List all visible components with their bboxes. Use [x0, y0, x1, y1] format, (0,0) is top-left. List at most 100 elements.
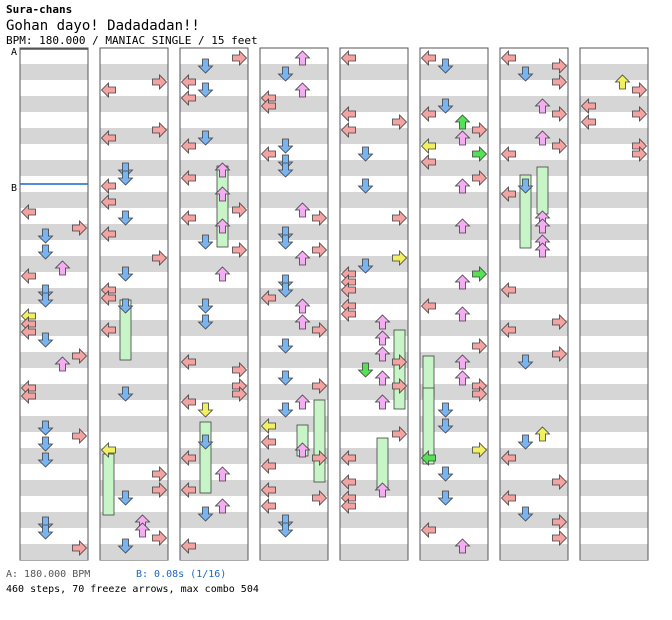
- beat-stripe: [100, 352, 168, 368]
- beat-stripe: [100, 192, 168, 208]
- down-arrow: [277, 138, 294, 154]
- right-arrow: [392, 210, 408, 226]
- left-arrow: [420, 298, 436, 314]
- beat-stripe: [500, 128, 568, 144]
- left-arrow: [340, 282, 356, 298]
- up-arrow: [534, 218, 551, 234]
- beat-stripe: [420, 96, 488, 112]
- beat-stripe: [420, 512, 488, 528]
- left-arrow: [180, 90, 196, 106]
- beat-stripe: [580, 288, 648, 304]
- beat-stripe: [500, 416, 568, 432]
- beat-stripe: [20, 352, 88, 368]
- chart-author: Sura-chans: [6, 3, 73, 16]
- up-arrow: [54, 260, 71, 276]
- beat-stripe: [580, 320, 648, 336]
- beat-stripe: [500, 448, 568, 464]
- up-arrow: [294, 298, 311, 314]
- down-arrow: [197, 434, 214, 450]
- right-arrow: [232, 50, 248, 66]
- beat-stripe: [340, 384, 408, 400]
- beat-stripe: [260, 320, 328, 336]
- down-arrow: [197, 82, 214, 98]
- left-arrow: [20, 324, 36, 340]
- beat-stripe: [20, 256, 88, 272]
- beat-stripe: [580, 352, 648, 368]
- beat-stripe: [420, 256, 488, 272]
- down-arrow: [357, 178, 374, 194]
- up-arrow: [374, 370, 391, 386]
- right-arrow: [312, 490, 328, 506]
- up-arrow: [294, 314, 311, 330]
- right-arrow: [72, 220, 88, 236]
- left-arrow: [260, 98, 276, 114]
- up-arrow: [374, 314, 391, 330]
- freeze-arrow: [102, 453, 115, 516]
- left-arrow: [180, 538, 196, 554]
- beat-stripe: [100, 320, 168, 336]
- right-arrow: [152, 250, 168, 266]
- down-arrow: [517, 66, 534, 82]
- beat-stripe: [340, 192, 408, 208]
- beat-stripe: [260, 480, 328, 496]
- down-arrow: [277, 234, 294, 250]
- left-arrow: [100, 130, 116, 146]
- left-arrow: [260, 290, 276, 306]
- beat-stripe: [420, 160, 488, 176]
- down-arrow: [37, 436, 54, 452]
- beat-stripe: [580, 160, 648, 176]
- bpm-legend: A: 180.000 BPM: [6, 569, 91, 580]
- down-arrow: [437, 418, 454, 434]
- left-arrow: [100, 82, 116, 98]
- right-arrow: [72, 540, 88, 556]
- left-arrow: [500, 450, 516, 466]
- beat-stripe: [20, 480, 88, 496]
- beat-stripe: [340, 160, 408, 176]
- beat-stripe: [500, 64, 568, 80]
- left-arrow: [20, 268, 36, 284]
- beat-stripe: [500, 192, 568, 208]
- beat-stripe: [260, 224, 328, 240]
- up-arrow: [534, 426, 551, 442]
- beat-stripe: [500, 384, 568, 400]
- right-arrow: [632, 82, 648, 98]
- right-arrow: [472, 266, 488, 282]
- down-arrow: [517, 434, 534, 450]
- beat-stripe: [260, 160, 328, 176]
- left-arrow: [100, 194, 116, 210]
- beat-stripe: [100, 480, 168, 496]
- right-arrow: [632, 106, 648, 122]
- right-arrow: [72, 428, 88, 444]
- left-arrow: [100, 226, 116, 242]
- down-arrow: [277, 162, 294, 178]
- beat-stripe: [340, 288, 408, 304]
- beat-stripe: [260, 512, 328, 528]
- left-arrow: [180, 354, 196, 370]
- left-arrow: [260, 434, 276, 450]
- left-arrow: [180, 74, 196, 90]
- left-arrow: [420, 138, 436, 154]
- beat-stripe: [420, 352, 488, 368]
- beat-stripe: [260, 192, 328, 208]
- beat-stripe: [260, 128, 328, 144]
- up-arrow: [534, 98, 551, 114]
- beat-stripe: [580, 96, 648, 112]
- up-arrow: [454, 354, 471, 370]
- beat-stripe: [340, 128, 408, 144]
- beat-stripe: [580, 224, 648, 240]
- beat-stripe: [260, 384, 328, 400]
- left-arrow: [180, 210, 196, 226]
- down-arrow: [37, 228, 54, 244]
- left-arrow: [340, 474, 356, 490]
- right-arrow: [152, 466, 168, 482]
- left-arrow: [100, 442, 116, 458]
- beat-stripe: [180, 192, 248, 208]
- beat-stripe: [180, 96, 248, 112]
- beat-stripe: [20, 512, 88, 528]
- beat-stripe: [580, 128, 648, 144]
- beat-stripe: [180, 256, 248, 272]
- beat-stripe: [580, 64, 648, 80]
- down-arrow: [277, 154, 294, 170]
- beat-stripe: [100, 224, 168, 240]
- beat-stripe: [500, 512, 568, 528]
